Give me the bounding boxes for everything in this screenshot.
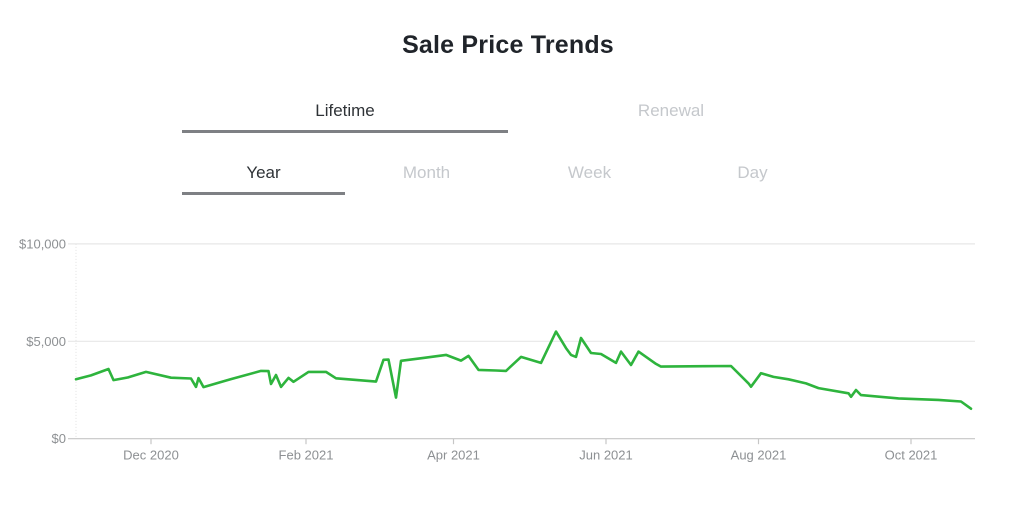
tab-week[interactable]: Week	[567, 163, 612, 182]
tab-year[interactable]: Year	[182, 155, 345, 195]
x-axis-label: Apr 2021	[427, 448, 480, 463]
price-trend-line	[74, 330, 973, 411]
secondary-tab-bar: Year Month Week Day	[182, 155, 834, 195]
tab-month[interactable]: Month	[402, 163, 451, 182]
x-axis-label: Aug 2021	[731, 448, 787, 463]
tab-renewal[interactable]: Renewal	[637, 101, 705, 120]
x-axis-label: Oct 2021	[885, 448, 938, 463]
x-axis-label: Dec 2020	[123, 448, 179, 463]
y-axis-label: $5,000	[26, 334, 66, 349]
page-title: Sale Price Trends	[402, 31, 614, 59]
tab-lifetime[interactable]: Lifetime	[182, 93, 508, 133]
x-axis-label: Feb 2021	[279, 448, 334, 463]
primary-tab-bar: Lifetime Renewal	[182, 93, 834, 133]
sale-price-chart: $0 $5,000 $10,000 Dec 2020 Feb 2021 Apr 2021 J…	[19, 236, 975, 463]
y-axis-label: $0	[52, 431, 66, 446]
tab-day[interactable]: Day	[737, 163, 768, 182]
y-axis-label: $10,000	[19, 236, 66, 251]
chart-area: $0 $5,000 $10,000 Dec 2020 Feb 2021 Apr 2021 J…	[0, 230, 1024, 505]
x-axis-label: Jun 2021	[579, 448, 633, 463]
